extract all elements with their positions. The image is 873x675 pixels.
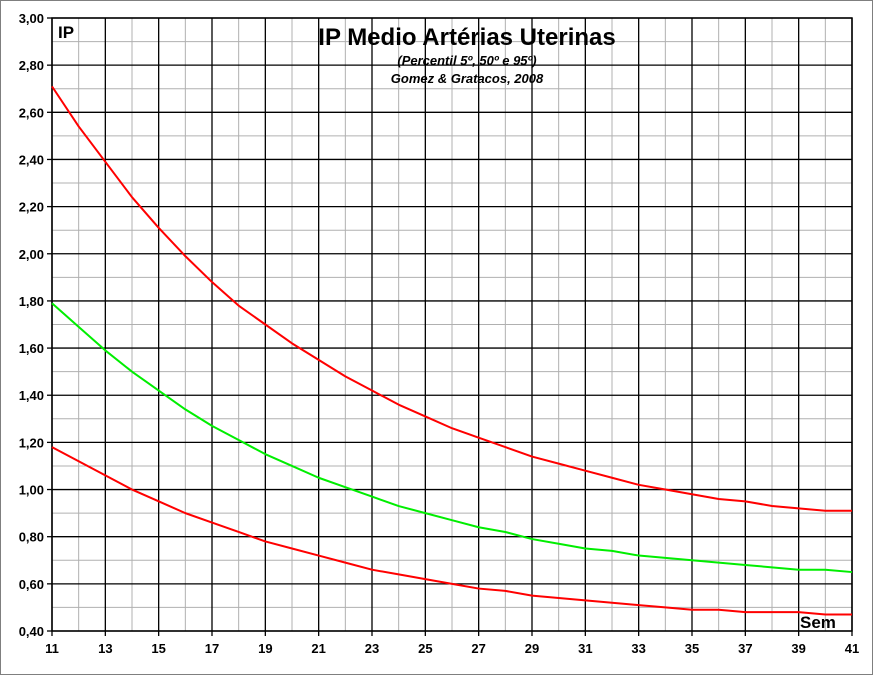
x-tick-label: 27	[471, 641, 485, 656]
x-tick-label: 13	[98, 641, 112, 656]
y-tick-label: 1,20	[19, 435, 44, 450]
y-tick-label: 3,00	[19, 11, 44, 26]
y-axis-label: IP	[58, 23, 74, 42]
y-tick-label: 2,20	[19, 200, 44, 215]
y-tick-label: 1,60	[19, 341, 44, 356]
x-tick-label: 25	[418, 641, 432, 656]
x-axis-label: Sem	[800, 613, 836, 632]
chart-source: Gomez & Gratacos, 2008	[391, 71, 544, 86]
x-tick-label: 41	[845, 641, 859, 656]
x-tick-label: 21	[311, 641, 325, 656]
x-tick-label: 15	[151, 641, 165, 656]
y-tick-label: 1,00	[19, 483, 44, 498]
x-tick-label: 11	[45, 641, 59, 656]
y-tick-label: 2,80	[19, 58, 44, 73]
x-tick-label: 35	[685, 641, 699, 656]
chart-title: IP Medio Artérias Uterinas	[318, 24, 615, 51]
y-tick-label: 1,80	[19, 294, 44, 309]
y-tick-label: 1,40	[19, 388, 44, 403]
series-line-3	[51, 446, 852, 616]
x-tick-label: 29	[525, 641, 539, 656]
y-tick-label: 0,40	[19, 624, 44, 639]
series-line-1	[51, 85, 852, 512]
y-tick-label: 0,60	[19, 577, 44, 592]
x-tick-label: 23	[365, 641, 379, 656]
grid-layer	[47, 17, 853, 636]
series-line-2	[51, 302, 853, 574]
series-layer	[51, 85, 853, 616]
chart-subtitle: (Percentil 5º, 50º e 95º)	[397, 53, 536, 68]
x-tick-label: 39	[791, 641, 805, 656]
x-tick-label: 33	[631, 641, 645, 656]
y-tick-label: 2,00	[19, 247, 44, 262]
y-tick-label: 0,80	[19, 530, 44, 545]
y-tick-label: 2,40	[19, 152, 44, 167]
y-tick-label: 2,60	[19, 105, 44, 120]
x-tick-label: 17	[205, 641, 219, 656]
x-tick-label: 19	[258, 641, 272, 656]
x-tick-label: 37	[738, 641, 752, 656]
x-tick-label: 31	[578, 641, 592, 656]
tick-layer: 11 13 15 17 19 21 23 25 27 29 31 33 35 37 39 41 0,40 0,60…	[19, 11, 860, 656]
plot-area-border	[51, 17, 853, 632]
